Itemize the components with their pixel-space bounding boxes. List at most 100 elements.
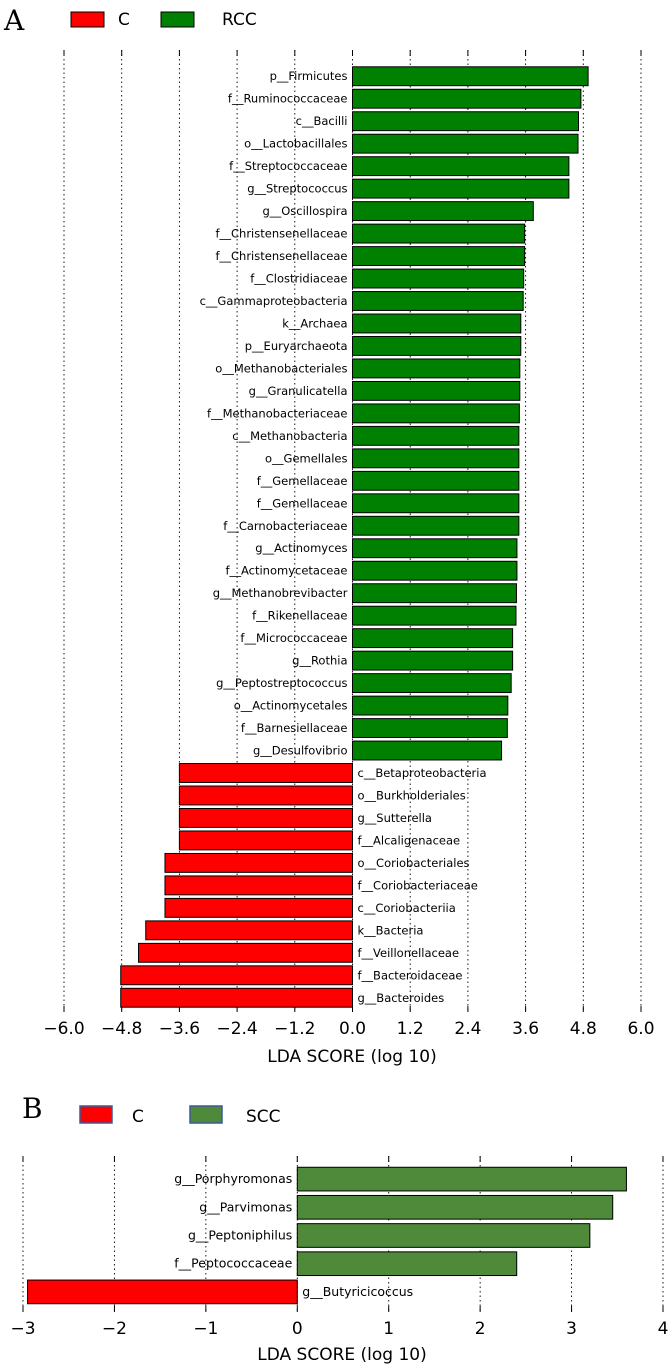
bar-label: f__Clostridiaceae <box>250 272 347 286</box>
bar <box>178 763 353 783</box>
bar-label: g__Oscillospira <box>262 204 347 218</box>
bar <box>138 942 353 963</box>
bar-label: f__Peptococcaceae <box>174 1256 292 1271</box>
bar-label: p__Euryarchaeota <box>245 339 348 353</box>
bar-label: f__Veillonellaceae <box>358 946 460 960</box>
bar-label: f__Bacteroidaceae <box>358 968 463 982</box>
bar <box>178 808 353 828</box>
bar <box>352 673 512 694</box>
bar <box>352 650 514 671</box>
bar <box>296 1223 591 1248</box>
legend-a-rcc-swatch <box>160 11 195 28</box>
bar-label: f__Streptococcaceae <box>229 159 347 173</box>
bar <box>296 1194 614 1220</box>
x-tick-label: −2 <box>102 1319 127 1339</box>
bar-label: f__Gemellaceae <box>257 496 348 510</box>
bar <box>352 88 582 109</box>
bar-label: o__Actinomycetales <box>234 699 348 713</box>
bar <box>352 403 520 424</box>
x-tick-label: 4 <box>658 1319 668 1339</box>
bar-label: g__Granulicatella <box>249 384 348 398</box>
bar <box>352 448 520 469</box>
bar <box>352 560 518 581</box>
bar-label: o__Burkholderiales <box>358 788 466 802</box>
bar-label: g__Actinomyces <box>255 541 347 555</box>
panel-b-label: B <box>22 1092 43 1125</box>
bar <box>352 156 570 177</box>
x-tick-label: −6.0 <box>43 1019 84 1039</box>
bar-label: o__Lactobacillales <box>244 137 347 151</box>
bar-label: k__Bacteria <box>358 923 424 937</box>
bar <box>352 291 524 311</box>
bar-label: f__Gemellaceae <box>257 474 348 488</box>
x-tick-label: 2.4 <box>454 1019 481 1039</box>
bar <box>352 380 521 401</box>
bar-label: g__Porphyromonas <box>174 1171 292 1186</box>
legend-a-rcc-label: RCC <box>222 10 257 30</box>
bar-label: g__Butyricicoccus <box>302 1284 413 1299</box>
legend-a-c-swatch <box>70 11 105 28</box>
legend-b-c-swatch <box>79 1105 113 1124</box>
bar <box>352 583 517 604</box>
bar-label: c__Methanobacteria <box>232 429 347 443</box>
x-tick-label: 1.2 <box>397 1019 424 1039</box>
x-tick-label: −1.2 <box>274 1019 315 1039</box>
bar <box>120 987 354 1008</box>
bar <box>352 425 520 446</box>
bar-label: g__Parvimonas <box>199 1199 292 1214</box>
bar-label: f__Micrococcaceae <box>240 631 347 645</box>
bar <box>164 875 353 896</box>
panel-a-label: A <box>3 4 25 37</box>
bar-label: g__Sutterella <box>358 811 432 825</box>
bar <box>352 605 517 626</box>
x-tick-label: −1 <box>193 1319 218 1339</box>
legend-b-scc-swatch <box>189 1105 223 1124</box>
bar <box>352 695 509 716</box>
x-tick-label: 3.6 <box>512 1019 539 1039</box>
panel-b-plot: −3 −2 −1 0 1 2 3 4 g__Porphyromonas g__Parvimonas… <box>10 1156 668 1339</box>
bar <box>178 785 353 806</box>
bar <box>352 223 526 244</box>
panel-b-x-axis-title: LDA SCORE (log 10) <box>257 1345 427 1365</box>
bar <box>352 268 525 289</box>
bar <box>352 133 579 154</box>
x-tick-label: −2.4 <box>216 1019 257 1039</box>
bar-label: g__Desulfovibrio <box>253 744 348 758</box>
x-tick-label: 6.0 <box>627 1019 654 1039</box>
bar <box>352 336 522 356</box>
bar <box>352 66 589 87</box>
bar-label: f__Ruminococcaceae <box>228 92 348 106</box>
bar <box>352 358 521 379</box>
bar <box>120 965 354 986</box>
bar-label: o__Coriobacteriales <box>358 856 470 870</box>
bar <box>352 111 579 132</box>
bar-label: g__Streptococcus <box>247 182 347 196</box>
bar <box>352 740 503 761</box>
legend-a-c-label: C <box>118 10 130 30</box>
bar <box>352 493 520 514</box>
bar <box>27 1279 298 1305</box>
x-tick-label: 0.0 <box>339 1019 366 1039</box>
bar <box>164 852 353 873</box>
bar <box>352 201 534 222</box>
x-tick-label: 4.8 <box>570 1019 597 1039</box>
panel-a-plot: −6.0 −4.8 −3.6 −2.4 −1.2 0.0 1.2 2.4 3.6 4.8 6.0 p_… <box>43 50 655 1039</box>
x-tick-label: 0 <box>292 1319 303 1339</box>
bar-label: f__Christensenellaceae <box>215 249 347 263</box>
bar-label: g__Rothia <box>292 654 347 668</box>
x-tick-label: 1 <box>383 1319 394 1339</box>
x-tick-label: 2 <box>475 1319 486 1339</box>
bar-label: f__Methanobacteriaceae <box>207 406 347 420</box>
bar-label: g__Peptostreptococcus <box>216 676 347 690</box>
x-tick-label: 3 <box>566 1319 577 1339</box>
x-tick-label: −3.6 <box>159 1019 200 1039</box>
legend-b-scc-label: SCC <box>246 1107 281 1127</box>
bar <box>352 628 514 649</box>
bar-label: c__Bacilli <box>296 114 348 128</box>
bar-label: c__Betaproteobacteria <box>358 766 487 780</box>
bar <box>352 515 520 536</box>
bar-label: c__Gammaproteobacteria <box>200 294 348 308</box>
bar <box>296 1166 627 1192</box>
bar-label: g__Peptoniphilus <box>188 1228 292 1243</box>
